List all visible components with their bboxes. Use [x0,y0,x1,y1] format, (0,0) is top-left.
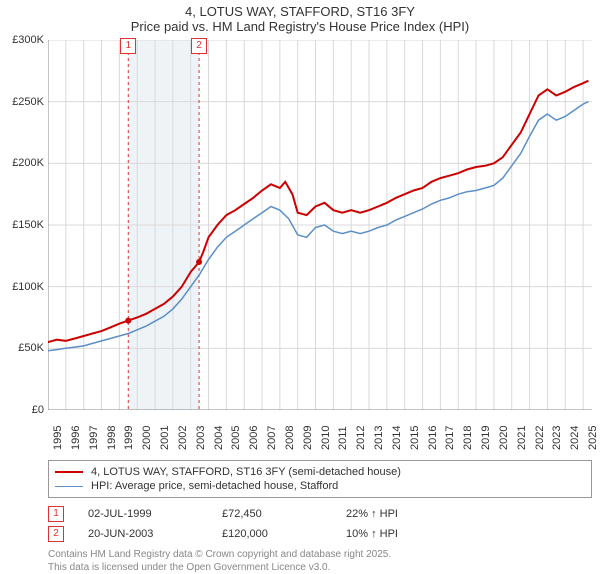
x-tick-label: 2003 [195,426,207,450]
x-tick-label: 2004 [213,426,225,450]
x-tick-label: 2011 [337,426,349,450]
sales-table: 1 02-JUL-1999 £72,450 22% ↑ HPI 2 20-JUN… [48,504,592,544]
x-tick-label: 2022 [534,426,546,450]
legend-row: HPI: Average price, semi-detached house,… [55,479,585,493]
x-tick-label: 2023 [551,426,563,450]
x-tick-label: 1996 [70,426,82,450]
x-tick-label: 2020 [498,426,510,450]
table-row: 2 20-JUN-2003 £120,000 10% ↑ HPI [48,524,592,544]
x-tick-label: 2021 [516,426,528,450]
chart-title: 4, LOTUS WAY, STAFFORD, ST16 3FY [0,4,600,19]
x-tick-label: 2012 [355,426,367,450]
sale-date: 20-JUN-2003 [88,528,198,540]
y-tick-label: £300K [12,34,44,46]
x-tick-label: 2002 [177,426,189,450]
table-row: 1 02-JUL-1999 £72,450 22% ↑ HPI [48,504,592,524]
y-axis-labels: £0£50K£100K£150K£200K£250K£300K [0,40,46,410]
x-tick-label: 2017 [444,426,456,450]
legend-label: HPI: Average price, semi-detached house,… [91,480,338,492]
x-tick-label: 2019 [480,426,492,450]
x-tick-label: 2014 [391,426,403,450]
sale-delta: 22% ↑ HPI [346,508,398,520]
x-tick-label: 2018 [462,426,474,450]
y-tick-label: £0 [32,404,44,416]
chart-subtitle: Price paid vs. HM Land Registry's House … [0,19,600,34]
x-tick-label: 2009 [302,426,314,450]
sale-price: £120,000 [222,528,322,540]
x-tick-label: 2010 [320,426,332,450]
x-tick-label: 2007 [266,426,278,450]
x-tick-label: 2008 [284,426,296,450]
sale-price: £72,450 [222,508,322,520]
sale-marker-icon: 1 [120,38,136,54]
y-tick-label: £200K [12,157,44,169]
x-tick-label: 2016 [427,426,439,450]
x-tick-label: 1995 [52,426,64,450]
y-tick-label: £100K [12,281,44,293]
sale-marker-icon: 2 [48,526,64,542]
sale-date: 02-JUL-1999 [88,508,198,520]
x-axis-labels: 1995 1996 1997 1998 1999 2000 2001 2002 2003 2004… [48,418,592,478]
sale-marker-icon: 1 [48,506,64,522]
sale-marker-icon: 2 [191,38,207,54]
x-tick-label: 2005 [230,426,242,450]
chart-svg [48,40,592,410]
x-tick-label: 2001 [159,426,171,450]
x-tick-label: 1997 [88,426,100,450]
y-tick-label: £50K [18,342,44,354]
x-tick-label: 2000 [141,426,153,450]
y-tick-label: £250K [12,96,44,108]
sale-delta: 10% ↑ HPI [346,528,398,540]
x-tick-label: 1999 [123,426,135,450]
x-tick-label: 2015 [409,426,421,450]
x-tick-label: 2025 [587,426,599,450]
x-tick-label: 2006 [248,426,260,450]
chart-area: 12 [48,40,592,410]
footer: Contains HM Land Registry data © Crown c… [48,548,592,574]
y-tick-label: £150K [12,219,44,231]
x-tick-label: 1998 [106,426,118,450]
x-tick-label: 2013 [373,426,385,450]
footer-line: This data is licensed under the Open Gov… [48,561,592,574]
x-tick-label: 2024 [569,426,581,450]
footer-line: Contains HM Land Registry data © Crown c… [48,548,592,561]
legend-swatch-hpi [55,486,83,487]
